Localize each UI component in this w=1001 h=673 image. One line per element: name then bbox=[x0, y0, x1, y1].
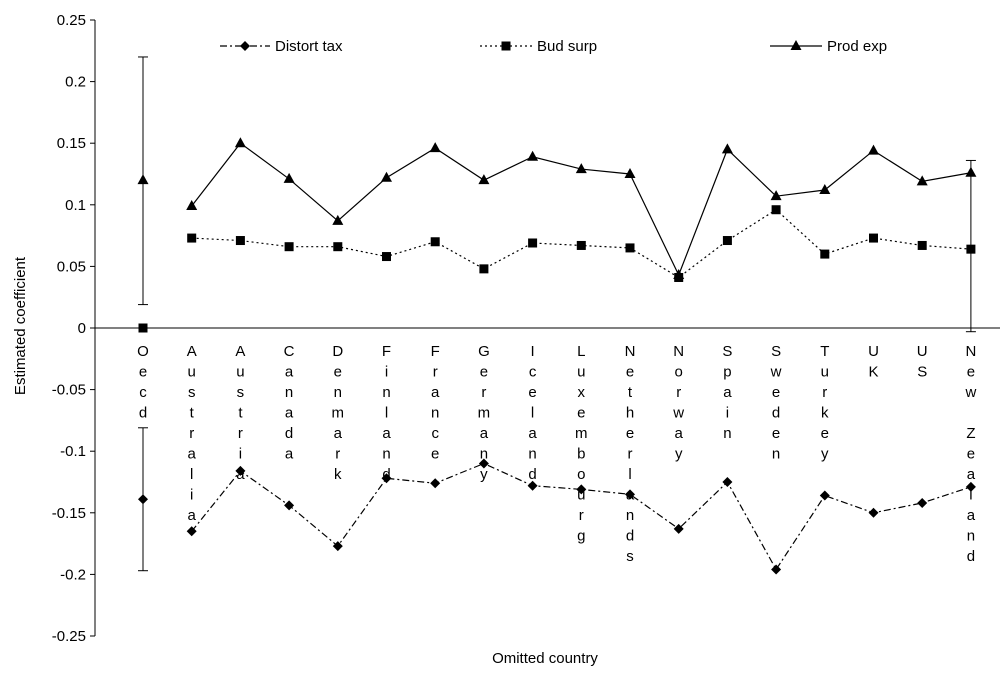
distort-tax-marker bbox=[138, 494, 148, 505]
bud-surp-marker bbox=[576, 240, 586, 250]
axes bbox=[94, 20, 1000, 636]
y-tick-label: 0.2 bbox=[65, 74, 86, 91]
prod-exp-marker bbox=[332, 214, 344, 225]
distort-tax-marker bbox=[868, 507, 879, 518]
y-tick-label: -0.25 bbox=[52, 628, 86, 645]
bud-surp-marker bbox=[528, 238, 538, 248]
distort-tax-marker bbox=[771, 564, 782, 575]
bud-surp-marker bbox=[187, 233, 197, 243]
prod-exp-marker bbox=[916, 175, 928, 186]
category-label: Austria bbox=[235, 343, 245, 483]
bud-surp-marker bbox=[966, 244, 976, 254]
distort-tax-marker bbox=[430, 478, 441, 489]
distort-tax-marker bbox=[381, 473, 392, 484]
y-tick-label: -0.15 bbox=[52, 505, 86, 522]
bud-surp-marker bbox=[771, 205, 781, 215]
y-tick-label: -0.2 bbox=[60, 566, 86, 583]
distort-tax-marker bbox=[625, 489, 635, 500]
category-label: Netherlands bbox=[625, 343, 636, 565]
bud-surp-marker bbox=[722, 236, 732, 246]
distort-tax-marker bbox=[284, 500, 295, 511]
error-bars bbox=[138, 56, 976, 572]
prod-exp-marker bbox=[965, 166, 977, 177]
distort-tax-marker bbox=[819, 490, 830, 501]
y-tick-label: 0.1 bbox=[65, 197, 86, 214]
distort-tax-marker bbox=[332, 541, 343, 552]
distort-tax-marker bbox=[527, 480, 538, 491]
y-ticks: 0.25 0.2 0.15 0.1 0.05 0 -0.05 -0.1 -0.15 -0.2 -0.… bbox=[52, 12, 95, 645]
distort-tax-marker bbox=[917, 497, 928, 508]
prod-exp-marker bbox=[429, 142, 441, 153]
x-axis-title: Omitted country bbox=[492, 650, 598, 667]
y-tick-label: -0.1 bbox=[60, 443, 86, 460]
y-tick-label: 0.15 bbox=[57, 135, 86, 152]
legend: Distort tax Bud surp Prod exp bbox=[220, 38, 887, 55]
bud-surp-marker bbox=[235, 236, 245, 246]
prod-exp-line bbox=[191, 142, 972, 277]
bud-surp-marker bbox=[869, 233, 878, 243]
prod-exp-marker bbox=[478, 174, 490, 185]
prod-exp-marker bbox=[527, 150, 539, 161]
prod-exp-marker bbox=[381, 171, 392, 182]
distort-tax-marker bbox=[722, 477, 733, 487]
bud-surp-marker bbox=[917, 240, 927, 250]
bud-surp-marker bbox=[382, 252, 391, 262]
prod-exp-marker bbox=[234, 137, 246, 148]
distort-tax-marker bbox=[186, 526, 197, 537]
legend-prod-exp-label: Prod exp bbox=[827, 38, 887, 55]
distort-tax-marker bbox=[965, 481, 976, 492]
category-label: Finland bbox=[382, 343, 391, 483]
y-axis-title: Estimated coefficient bbox=[12, 256, 29, 395]
prod-exp-marker bbox=[137, 174, 149, 185]
bud-surp-marker bbox=[820, 249, 830, 259]
prod-exp-marker bbox=[721, 143, 733, 154]
distort-tax-line bbox=[191, 462, 972, 571]
y-tick-label: 0.25 bbox=[57, 12, 86, 29]
legend-distort-tax-marker bbox=[240, 41, 250, 51]
series-markers bbox=[137, 137, 977, 575]
prod-exp-marker bbox=[868, 144, 879, 155]
legend-distort-tax-label: Distort tax bbox=[275, 38, 343, 55]
prod-exp-marker bbox=[575, 163, 587, 174]
distort-tax-marker bbox=[673, 523, 684, 534]
bud-surp-marker bbox=[138, 323, 148, 333]
bud-surp-marker bbox=[333, 242, 343, 252]
legend-bud-surp-marker bbox=[501, 41, 511, 51]
bud-surp-marker bbox=[430, 237, 440, 247]
legend-prod-exp-marker bbox=[790, 40, 802, 50]
prod-exp-marker bbox=[819, 184, 831, 195]
prod-exp-marker bbox=[186, 200, 198, 211]
distort-tax-marker bbox=[576, 484, 587, 495]
y-tick-label: 0.05 bbox=[57, 258, 86, 275]
legend-bud-surp-label: Bud surp bbox=[537, 38, 597, 55]
y-tick-label: -0.05 bbox=[52, 382, 86, 399]
bud-surp-marker bbox=[625, 243, 635, 253]
distort-tax-marker bbox=[478, 458, 489, 469]
prod-exp-marker bbox=[283, 172, 295, 183]
prod-exp-marker bbox=[624, 168, 636, 178]
y-tick-label: 0 bbox=[78, 320, 86, 337]
distort-tax-marker bbox=[235, 465, 246, 476]
bud-surp-marker bbox=[284, 242, 294, 252]
prod-exp-marker bbox=[673, 269, 685, 280]
bud-surp-marker bbox=[479, 264, 489, 274]
prod-exp-marker bbox=[770, 190, 782, 201]
